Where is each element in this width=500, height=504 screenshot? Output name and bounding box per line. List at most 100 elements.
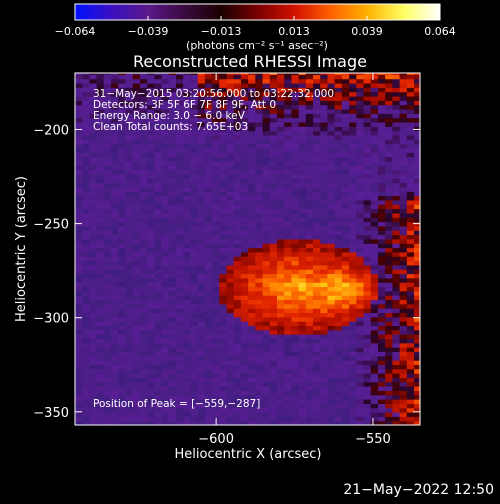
heatmap-cell: [175, 329, 184, 335]
heatmap-cell: [370, 74, 379, 80]
heatmap-cell: [240, 212, 249, 218]
heatmap-cell: [370, 260, 379, 266]
heatmap-cell: [168, 312, 177, 318]
heatmap-cell: [168, 212, 177, 218]
heatmap-cell: [190, 156, 199, 162]
heatmap-cell: [204, 113, 213, 119]
heatmap-cell: [356, 295, 365, 301]
heatmap-cell: [233, 173, 242, 179]
heatmap-cell: [175, 351, 184, 357]
heatmap-cell: [139, 351, 148, 357]
heatmap-cell: [349, 416, 357, 422]
heatmap-cell: [377, 347, 386, 352]
heatmap-cell: [103, 87, 112, 93]
heatmap-cell: [175, 264, 184, 270]
heatmap-cell: [183, 121, 192, 127]
heatmap-cell: [175, 373, 184, 378]
heatmap-cell: [298, 234, 307, 240]
heatmap-cell: [190, 225, 199, 231]
heatmap-cell: [385, 321, 393, 327]
heatmap-cell: [349, 199, 357, 205]
heatmap-cell: [161, 217, 170, 223]
heatmap-cell: [406, 156, 415, 162]
heatmap-cell: [385, 312, 393, 318]
heatmap-cell: [168, 407, 177, 413]
heatmap-cell: [154, 351, 163, 357]
heatmap-cell: [219, 165, 228, 171]
heatmap-cell: [334, 91, 343, 97]
heatmap-cell: [392, 221, 401, 227]
heatmap-cell: [248, 230, 256, 236]
heatmap-cell: [327, 238, 336, 244]
heatmap-cell: [212, 308, 220, 314]
heatmap-cell: [139, 160, 148, 166]
heatmap-cell: [132, 303, 141, 309]
heatmap-cell: [89, 212, 98, 218]
heatmap-cell: [327, 286, 336, 292]
heatmap-cell: [305, 399, 314, 404]
heatmap-cell: [103, 273, 112, 279]
heatmap-cell: [175, 234, 184, 240]
heatmap-cell: [212, 399, 220, 404]
heatmap-cell: [406, 238, 415, 244]
heatmap-cell: [305, 251, 314, 257]
heatmap-cell: [147, 282, 155, 288]
heatmap-cell: [161, 126, 170, 132]
heatmap-cell: [132, 377, 141, 383]
heatmap-cell: [377, 152, 386, 158]
heatmap-cell: [147, 264, 155, 270]
heatmap-cell: [406, 173, 415, 179]
heatmap-cell: [168, 165, 177, 171]
heatmap-cell: [111, 269, 119, 275]
heatmap-cell: [190, 321, 199, 327]
heatmap-cell: [276, 225, 285, 231]
heatmap-cell: [248, 191, 256, 197]
heatmap-cell: [305, 208, 314, 214]
heatmap-cell: [406, 212, 415, 218]
heatmap-cell: [334, 130, 343, 136]
heatmap-cell: [370, 269, 379, 275]
heatmap-cell: [197, 108, 206, 114]
colorbar-tick-label: 0.039: [351, 25, 383, 38]
heatmap-cell: [262, 186, 271, 192]
heatmap-cell: [392, 208, 401, 214]
heatmap-cell: [334, 113, 343, 119]
heatmap-cell: [132, 134, 141, 140]
heatmap-cell: [363, 334, 372, 340]
heatmap-cell: [399, 312, 408, 318]
heatmap-cell: [240, 269, 249, 275]
heatmap-cell: [291, 420, 300, 425]
heatmap-cell: [363, 260, 372, 266]
heatmap-cell: [147, 316, 155, 322]
heatmap-cell: [349, 299, 357, 305]
heatmap-cell: [183, 139, 192, 145]
heatmap-cell: [341, 312, 350, 318]
heatmap-cell: [183, 95, 192, 101]
heatmap-cell: [399, 117, 408, 123]
heatmap-cell: [313, 147, 321, 153]
heatmap-cell: [414, 282, 420, 288]
heatmap-cell: [89, 386, 98, 391]
heatmap-cell: [406, 277, 415, 283]
heatmap-cell: [197, 238, 206, 244]
heatmap-cell: [262, 399, 271, 404]
heatmap-cell: [341, 113, 350, 119]
heatmap-cell: [349, 217, 357, 223]
heatmap-cell: [175, 368, 184, 374]
heatmap-cell: [248, 243, 256, 249]
heatmap-cell: [363, 355, 372, 361]
heatmap-cell: [399, 212, 408, 218]
heatmap-cell: [385, 113, 393, 119]
heatmap-cell: [82, 130, 91, 136]
heatmap-cell: [132, 277, 141, 283]
heatmap-cell: [414, 117, 420, 123]
heatmap-cell: [370, 95, 379, 101]
heatmap-cell: [118, 355, 127, 361]
heatmap-cell: [89, 338, 98, 344]
heatmap-cell: [139, 273, 148, 279]
heatmap-cell: [132, 394, 141, 400]
heatmap-cell: [414, 143, 420, 149]
heatmap-cell: [248, 165, 256, 171]
heatmap-cell: [320, 264, 329, 270]
heatmap-cell: [212, 100, 220, 106]
